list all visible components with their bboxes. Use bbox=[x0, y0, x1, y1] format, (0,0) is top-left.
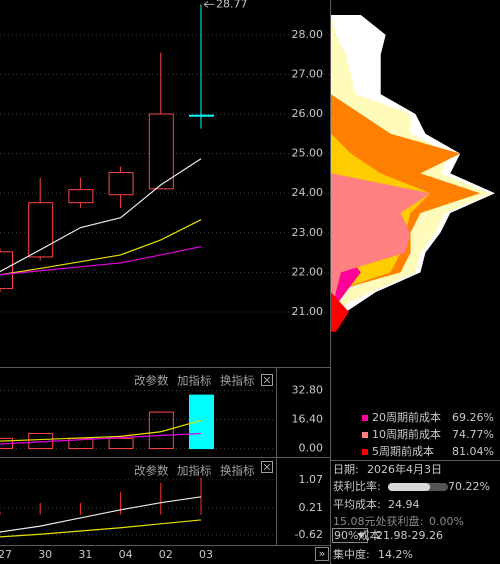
date: 2026年4月3日 bbox=[367, 462, 442, 476]
profit-label: 获利比率: bbox=[333, 479, 381, 493]
nav-button[interactable] bbox=[315, 547, 329, 561]
y-tick-label: 24.00 bbox=[292, 186, 324, 199]
arrow bbox=[203, 0, 214, 8]
date-label: 日期: bbox=[333, 463, 359, 476]
legend-label: 5周期前成本 bbox=[372, 444, 434, 458]
x-tick-label: 02 bbox=[159, 548, 173, 561]
conc-label: 集中度: bbox=[333, 547, 370, 561]
chip-layer bbox=[331, 15, 416, 332]
x-tick-label: 30 bbox=[38, 548, 52, 561]
menu-button[interactable]: 加指标 bbox=[177, 374, 212, 388]
x-tick-label: 03 bbox=[199, 548, 213, 561]
x-tick-label: 27 bbox=[0, 548, 12, 561]
legend-share: 74.77% bbox=[452, 428, 494, 441]
menu-button[interactable]: 换指标 bbox=[220, 374, 255, 388]
candle-body bbox=[189, 114, 214, 117]
menu-button[interactable]: 改参数 bbox=[134, 464, 169, 478]
nav-label[interactable]: » bbox=[319, 547, 326, 560]
concentration: 14.2% bbox=[378, 548, 413, 561]
legend-swatch bbox=[362, 415, 368, 421]
legend-label: 20周期前成本 bbox=[372, 410, 441, 424]
x-tick-label: 04 bbox=[119, 548, 133, 561]
y-tick-label: -0.62 bbox=[295, 528, 323, 541]
volume-bar bbox=[108, 437, 134, 450]
y-tick-label: 26.00 bbox=[292, 107, 324, 120]
cost-select[interactable]: 90%成本 bbox=[334, 528, 380, 542]
ma-line bbox=[0, 246, 202, 276]
high-label: 28.77 bbox=[216, 0, 248, 10]
candle-body bbox=[28, 202, 54, 258]
ma-line bbox=[0, 419, 202, 442]
candle-body bbox=[68, 189, 94, 204]
chip-layer bbox=[331, 15, 349, 332]
ma-line bbox=[0, 432, 202, 445]
legend-swatch bbox=[362, 449, 368, 455]
legend-share: 69.26% bbox=[452, 411, 494, 424]
y-tick-label: 25.00 bbox=[292, 147, 324, 160]
avg-cost: 24.94 bbox=[388, 498, 420, 511]
avg-label: 平均成本: bbox=[333, 497, 381, 511]
ma-line bbox=[0, 219, 202, 276]
profit-bar bbox=[388, 483, 431, 491]
y-tick-label: 28.00 bbox=[292, 28, 324, 41]
candle-body bbox=[148, 113, 174, 190]
y-tick-label: 1.07 bbox=[299, 473, 324, 486]
y-tick-label: 22.00 bbox=[292, 265, 324, 278]
cost-range: 21.98-29.26 bbox=[376, 529, 443, 542]
x-tick-label: 31 bbox=[78, 548, 92, 561]
close-icon[interactable] bbox=[261, 374, 273, 473]
legend-label: 10周期前成本 bbox=[372, 427, 441, 441]
candle-body bbox=[108, 172, 134, 196]
menu-button[interactable]: 换指标 bbox=[220, 464, 255, 478]
dropdown[interactable] bbox=[332, 528, 368, 543]
menu-button[interactable]: 加指标 bbox=[177, 464, 212, 478]
price-label: 15.08元处获利盘: bbox=[333, 514, 423, 528]
chip-layer bbox=[331, 15, 431, 332]
y-tick-label: 32.80 bbox=[292, 384, 324, 397]
legend-swatch bbox=[362, 432, 368, 438]
volume-bar bbox=[148, 411, 174, 450]
profit-value: 70.22% bbox=[448, 480, 490, 493]
ma-line bbox=[0, 519, 202, 538]
y-tick-label: 0.00 bbox=[299, 442, 324, 455]
candle-body bbox=[0, 251, 13, 290]
ma-line bbox=[0, 496, 202, 533]
ma-line bbox=[0, 158, 202, 273]
menu-button[interactable]: 改参数 bbox=[134, 374, 169, 388]
volume-bar bbox=[189, 394, 214, 450]
y-tick-label: 0.21 bbox=[299, 501, 324, 514]
y-tick-label: 16.40 bbox=[292, 413, 324, 426]
y-tick-label: 23.00 bbox=[292, 226, 324, 239]
price-profit: 0.00% bbox=[429, 515, 464, 528]
legend-share: 81.04% bbox=[452, 445, 494, 458]
y-tick-label: 21.00 bbox=[292, 305, 324, 318]
y-tick-label: 27.00 bbox=[292, 67, 324, 80]
